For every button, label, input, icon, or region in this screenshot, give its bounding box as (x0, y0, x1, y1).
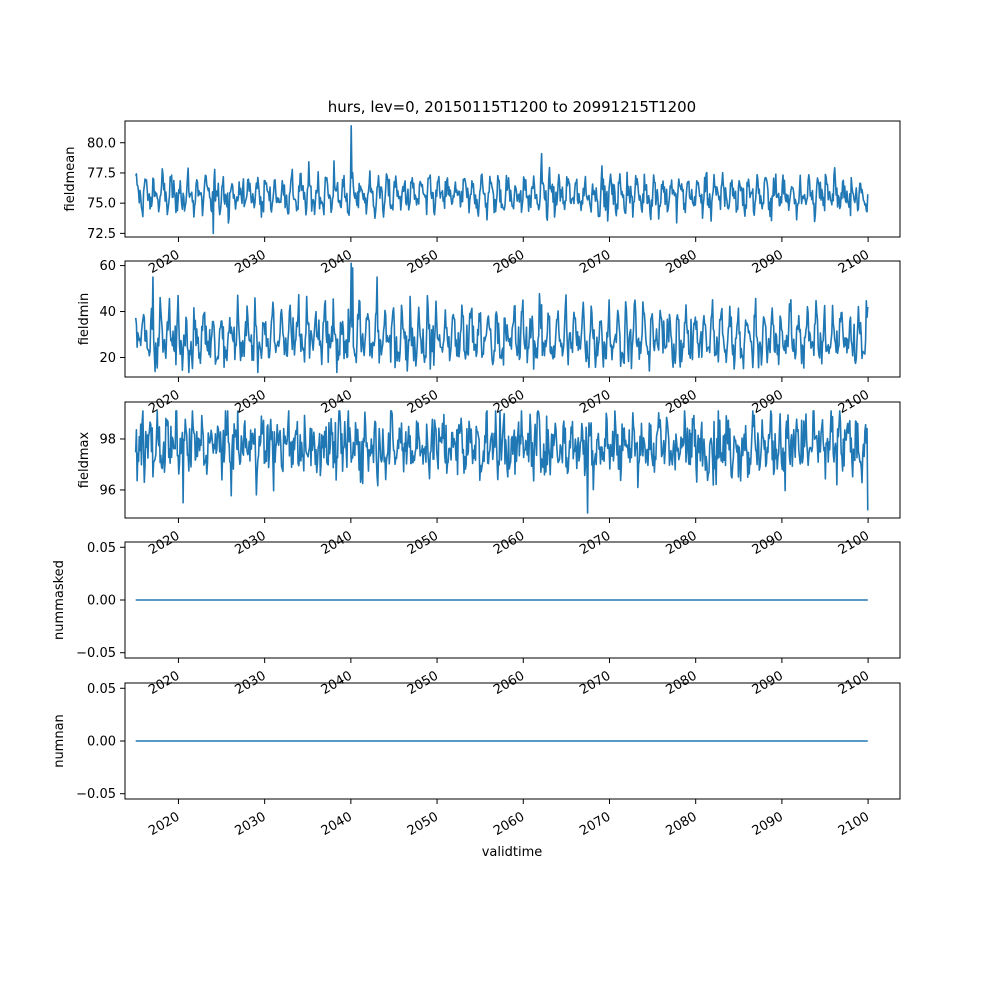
chart-title: hurs, lev=0, 20150115T1200 to 20991215T1… (328, 98, 696, 116)
y-tick-label: −0.05 (76, 646, 116, 661)
series-line-fieldmax (134, 410, 869, 514)
y-tick-label: 40 (99, 305, 116, 320)
y-axis-label: fieldmin (77, 293, 92, 346)
axes-frame (124, 260, 901, 378)
y-axis-label: fieldmean (63, 147, 78, 212)
y-tick-label: 0.05 (87, 682, 116, 697)
y-axis-label: nummasked (52, 560, 67, 640)
y-axis-label: fieldmax (77, 432, 92, 489)
series-line-fieldmean (134, 125, 869, 235)
y-tick-label: 72.5 (87, 227, 116, 242)
y-tick-label: 77.5 (87, 166, 116, 181)
y-tick-label: −0.05 (76, 787, 116, 802)
y-tick-label: 98 (99, 432, 116, 447)
y-tick-label: 60 (99, 259, 116, 274)
x-axis-label: validtime (482, 845, 543, 860)
y-tick-label: 75.0 (87, 197, 116, 212)
y-tick-label: 0.00 (87, 735, 116, 750)
y-tick-label: 0.05 (87, 541, 116, 556)
series-line-fieldmin (134, 262, 869, 374)
axes-frame (124, 120, 901, 238)
y-tick-label: 80.0 (87, 136, 116, 151)
axes-frame (124, 401, 901, 519)
y-tick-label: 0.00 (87, 594, 116, 609)
y-tick-label: 96 (99, 483, 116, 498)
y-tick-label: 20 (99, 351, 116, 366)
y-axis-label: numnan (52, 714, 67, 768)
